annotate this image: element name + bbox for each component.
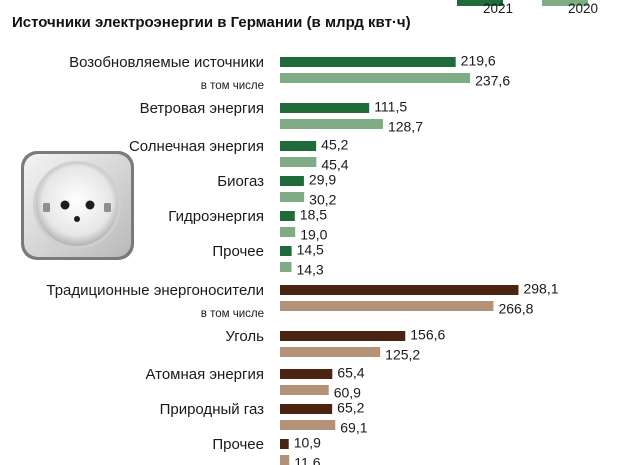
legend-label-2020: 2020 [568,1,598,16]
bar-2020 [280,227,296,237]
bar-2020 [280,192,305,202]
bar-2020 [280,157,317,167]
value-label-2020: 11,6 [294,455,320,465]
value-label-2020: 30,2 [309,192,336,208]
category-label: Солнечная энергия [129,138,264,155]
category-label: Природный газ [160,401,265,418]
value-label-2021: 111,5 [374,99,407,115]
value-label-2021: 65,4 [337,365,364,381]
bar-2021 [280,246,292,256]
value-label-2020: 45,4 [321,157,348,173]
value-label-2021: 219,6 [461,53,496,69]
category-label: Атомная энергия [145,366,264,383]
bar-2020 [280,420,336,430]
bar-2021 [280,331,406,341]
legend: 2021 2020 [457,0,598,16]
bar-2021 [280,404,333,414]
legend-swatch-2021 [457,0,503,6]
bar-2020 [280,347,381,357]
value-label-2021: 45,2 [321,137,348,153]
bar-2021 [280,176,304,186]
bar-2020 [280,385,329,395]
bar-2020 [280,455,290,465]
bar-2021 [280,141,317,151]
chart-title: Источники электроэнергии в Германии (в м… [12,14,411,31]
value-label-2020: 69,1 [340,420,367,436]
bar-2021 [280,439,289,449]
value-label-2020: 266,8 [498,301,533,317]
value-label-2021: 10,9 [294,435,321,451]
category-label: Уголь [225,328,264,345]
category-label: Биогаз [217,173,264,190]
value-label-2021: 29,9 [309,172,336,188]
value-label-2021: 156,6 [410,327,445,343]
bar-2020 [280,119,383,129]
legend-label-2021: 2021 [483,1,513,16]
value-label-2020: 60,9 [334,385,361,401]
power-outlet-icon [21,151,134,260]
bars-layer: 219,6 237,6 Возобновляемые источники в том … [46,53,559,465]
value-label-2020: 237,6 [475,73,510,89]
legend-swatch-2020 [542,0,588,6]
value-label-2020: 125,2 [385,347,420,363]
value-label-2021: 18,5 [300,207,327,223]
value-label-2021: 298,1 [523,281,558,297]
value-label-2021: 65,2 [337,400,364,416]
bar-2021 [280,57,456,67]
bar-2021 [280,369,333,379]
value-label-2020: 128,7 [388,119,423,135]
bar-2020 [280,73,471,83]
category-label: Прочее [212,243,264,260]
category-label: Ветровая энергия [140,100,264,117]
bar-2021 [280,103,370,113]
category-sublabel: в том числе [201,308,264,320]
value-label-2021: 14,5 [297,242,324,258]
bar-2020 [280,262,292,272]
category-label: Прочее [212,436,264,453]
category-label: Возобновляемые источники [69,54,264,71]
category-label: Гидроэнергия [168,208,264,225]
bar-2021 [280,211,295,221]
category-label: Традиционные энергоносители [46,282,264,299]
value-label-2020: 14,3 [296,262,323,278]
bar-2020 [280,301,494,311]
bar-2021 [280,285,519,295]
category-sublabel: в том числе [201,80,264,92]
value-label-2020: 19,0 [300,227,327,243]
